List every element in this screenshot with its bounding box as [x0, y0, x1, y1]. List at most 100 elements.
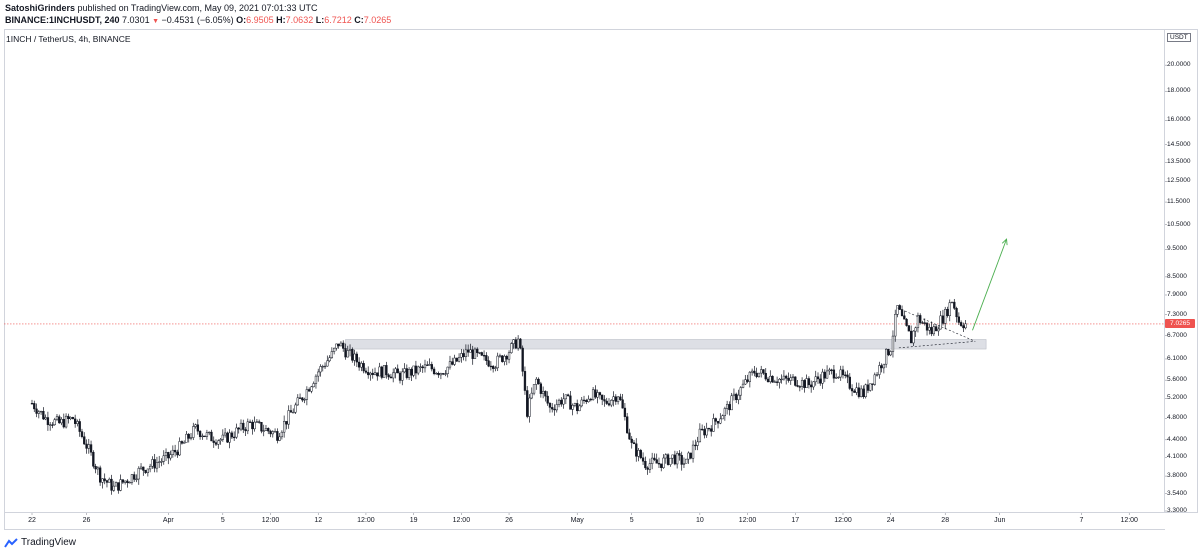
candle-body: [269, 430, 272, 435]
candle-body: [882, 363, 886, 369]
candle-body: [283, 421, 286, 433]
candle-body: [644, 460, 647, 469]
candle-body: [69, 417, 72, 419]
candle-body: [121, 479, 125, 483]
time-tick-label: 12:00: [261, 517, 280, 524]
candle-body: [203, 435, 206, 438]
time-tick-label: 17: [791, 517, 800, 524]
candle-body: [707, 427, 711, 430]
candle-body: [219, 439, 222, 442]
candle-body: [753, 370, 756, 374]
candle-body: [666, 454, 670, 465]
candle-body: [432, 368, 436, 374]
author-name[interactable]: SatoshiGrinders: [5, 3, 76, 13]
candle-body: [133, 474, 136, 480]
candle-body: [76, 421, 79, 424]
candle-body: [573, 403, 577, 406]
change-value: −0.4531 (−6.05%): [161, 15, 234, 25]
time-axis[interactable]: [4, 513, 1165, 530]
candle-body: [296, 397, 299, 406]
price-tick-label: 4.8000: [1167, 414, 1187, 422]
candle-body: [830, 369, 833, 371]
publish-info: SatoshiGrinders published on TradingView…: [5, 3, 318, 13]
candle-body: [312, 383, 315, 388]
candle-body: [725, 404, 729, 409]
candle-body: [196, 424, 199, 432]
candle-body: [939, 315, 942, 330]
candle-body: [589, 398, 592, 401]
candle-body: [630, 438, 633, 443]
candle-body: [428, 364, 431, 366]
candle-body: [67, 415, 70, 419]
candle-body: [328, 357, 331, 362]
candle-body: [49, 424, 52, 426]
candle-body: [74, 418, 77, 424]
candle-body: [780, 378, 783, 381]
candle-body: [89, 444, 93, 453]
candle-body: [448, 361, 452, 368]
candle-body: [217, 440, 220, 445]
candle-body: [260, 422, 263, 432]
candle-body: [205, 432, 209, 437]
high-label: H:: [276, 15, 286, 25]
candle-body: [223, 432, 227, 436]
candle-body: [455, 357, 458, 362]
candle-body: [844, 374, 847, 376]
candle-body: [114, 482, 118, 487]
price-tick-label: 8.5000: [1167, 272, 1187, 280]
tradingview-logo[interactable]: TradingView: [4, 537, 76, 548]
candle-body: [585, 400, 588, 403]
candle-body: [612, 396, 615, 401]
price-unit-label[interactable]: USDT: [1167, 33, 1191, 42]
price-axis[interactable]: [1165, 29, 1198, 513]
candle-body: [355, 353, 358, 363]
candle-body: [925, 322, 929, 331]
candle-body: [380, 366, 383, 378]
candle-body: [941, 315, 945, 324]
price-tick-label: 7.9000: [1167, 290, 1187, 298]
candle-body: [850, 388, 854, 392]
candle-body: [810, 384, 813, 388]
candle-body: [298, 397, 302, 399]
candle-body: [267, 428, 270, 432]
candle-body: [171, 449, 174, 455]
candle-body: [548, 402, 552, 408]
candle-body: [564, 394, 567, 400]
candle-body: [601, 394, 604, 400]
candle-body: [932, 326, 936, 335]
price-tick-label: 5.6000: [1167, 376, 1187, 384]
candle-body: [307, 389, 311, 392]
candle-body: [39, 410, 43, 413]
candle-body: [710, 428, 713, 432]
candle-body: [85, 443, 88, 449]
candle-body: [526, 390, 529, 417]
candle-body: [476, 348, 479, 354]
candle-body: [741, 383, 745, 388]
candle-body: [148, 465, 152, 470]
candle-body: [92, 451, 95, 467]
time-tick-label: 28: [941, 517, 950, 524]
candle-body: [496, 355, 499, 369]
candle-body: [192, 426, 195, 438]
candle-body: [482, 355, 486, 357]
candle-body: [791, 376, 795, 378]
candle-body: [714, 418, 717, 422]
candle-body: [346, 350, 349, 358]
candle-body: [119, 479, 122, 491]
resistance-zone: [345, 339, 987, 350]
candle-body: [344, 348, 347, 358]
candle-body: [855, 387, 858, 393]
candle-body: [639, 450, 642, 459]
symbol-title: 1INCH / TetherUS, 4h, BINANCE: [6, 34, 131, 44]
candle-body: [539, 383, 543, 394]
candle-body: [471, 349, 474, 359]
publish-details: published on TradingView.com, May 09, 20…: [77, 3, 318, 13]
candle-body: [271, 431, 274, 435]
chart-pane[interactable]: [4, 29, 1165, 513]
candle-body: [669, 457, 672, 465]
candle-body: [771, 375, 774, 383]
candle-body: [153, 459, 156, 469]
candle-body: [276, 431, 279, 441]
candle-body: [351, 349, 354, 361]
